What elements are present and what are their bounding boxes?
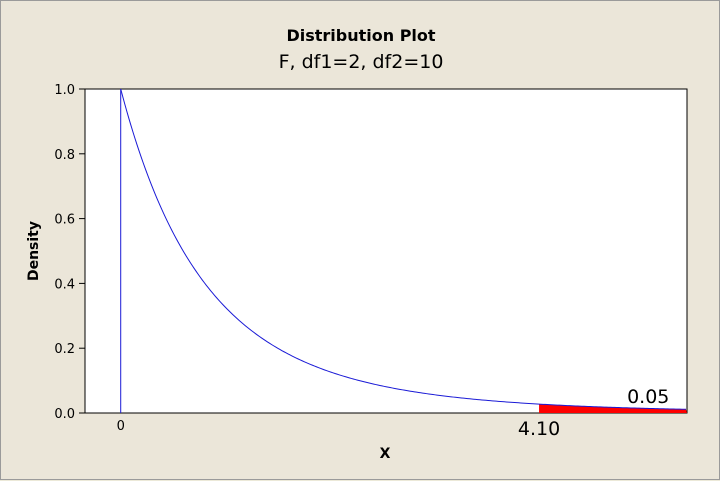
y-tick-label: 0.2 [54,342,75,357]
y-tick-label: 0.8 [54,148,75,163]
chart-title: Distribution Plot [286,26,435,45]
x-axis-label: X [380,446,391,462]
plot-area [84,88,688,414]
tail-area-label: 0.05 [627,386,669,408]
critical-value-label: 4.10 [518,418,560,440]
x-tick-label: 0 [117,419,125,434]
y-tick-label: 0.4 [54,277,75,292]
y-tick-label: 1.0 [54,83,75,98]
y-axis: 0.0 0.2 0.4 0.6 0.8 1.0 [54,83,85,422]
y-tick-label: 0.6 [54,213,75,228]
y-axis-label: Density [26,221,42,281]
density-curve [120,88,686,410]
y-tick-label: 0.0 [54,407,75,422]
chart-subtitle: F, df1=2, df2=10 [279,51,444,73]
